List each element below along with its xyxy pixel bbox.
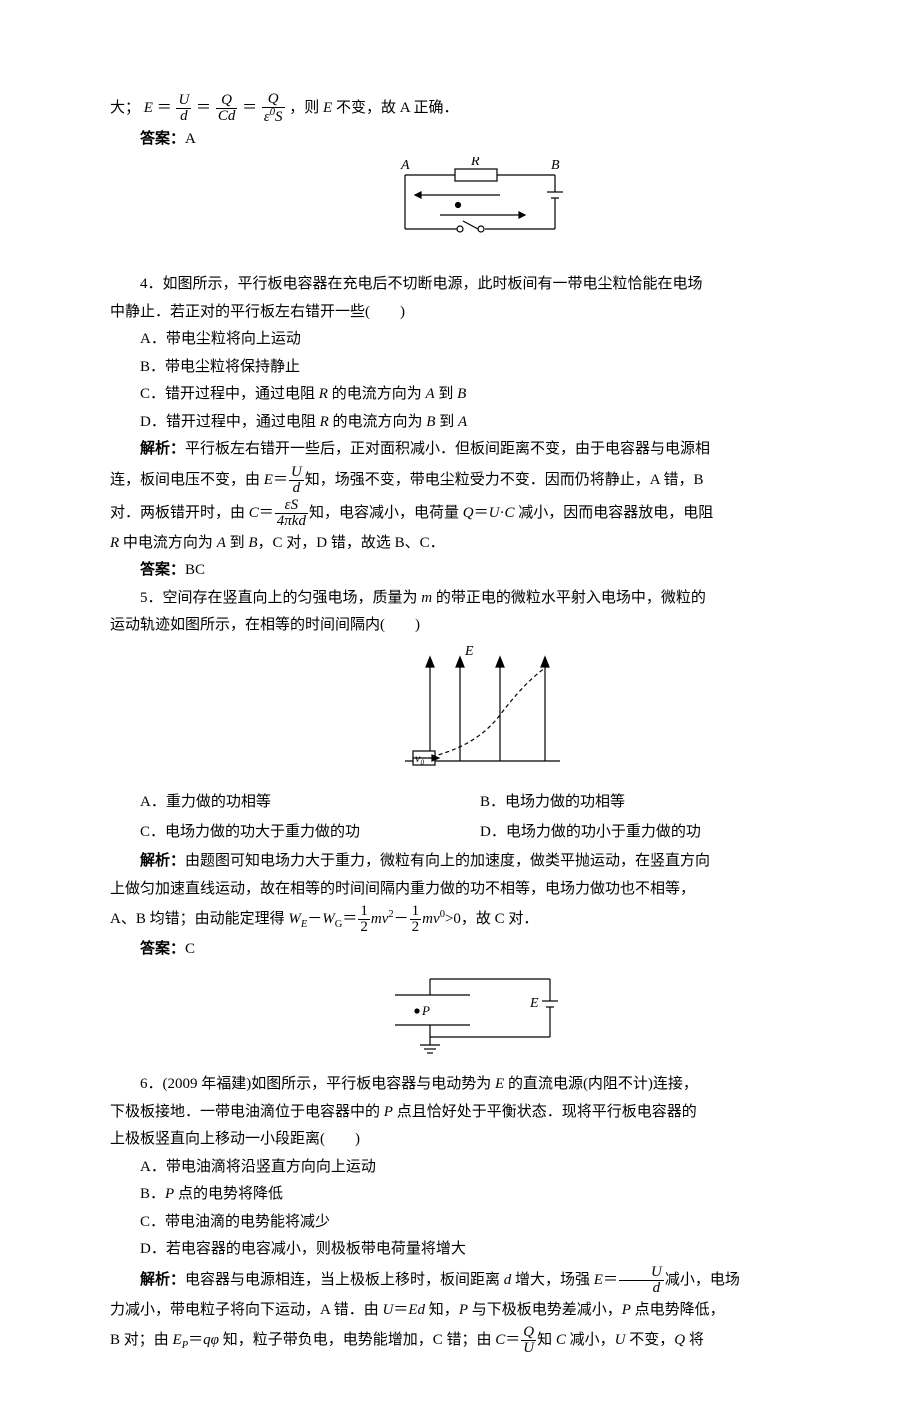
q5-num: 5． [140, 590, 163, 606]
q4-answer: 答案：BC [110, 558, 850, 584]
q5-row1: A．重力做的功相等 B．电场力做的功相等 [110, 788, 850, 818]
q5-sol1: 解析：由题图可知电场力大于重力，微粒有向上的加速度，做类平抛运动，在竖直方向 [110, 849, 850, 875]
q6-sol1: 解析：电容器与电源相连，当上极板上移时，板间距离 d 增大，场强 E＝Ud减小，… [110, 1265, 850, 1296]
q6-optD: D．若电容器的电容减小，则极板带电荷量将增大 [110, 1237, 850, 1263]
q5-optD: D．电场力做的功小于重力做的功 [480, 820, 850, 846]
q5-field-svg: E v₀ [385, 643, 575, 773]
frac-U-d: U d [175, 93, 192, 124]
q6-optA: A．带电油滴将沿竖直方向向上运动 [110, 1155, 850, 1181]
figure-q6: P E [110, 967, 850, 1067]
sol-label: 解析： [140, 441, 185, 457]
frac-Q-Cd: Q Cd [215, 93, 239, 124]
q4-optD: D．错开过程中，通过电阻 R 的电流方向为 B 到 A [110, 410, 850, 436]
eq2: ＝ [196, 100, 211, 116]
frac-half-2: 12 [409, 904, 423, 935]
frac-U-d-3: Ud [618, 1265, 665, 1296]
q4-optA: A．带电尘粒将向上运动 [110, 327, 850, 353]
q5-stem2: 运动轨迹如图所示，在相等的时间间隔内( ) [110, 613, 850, 639]
q5-optB: B．电场力做的功相等 [480, 790, 850, 816]
q5-optC: C．电场力做的功大于重力做的功 [110, 820, 480, 846]
frac-Q-U: QU [520, 1325, 537, 1356]
svg-text:E: E [464, 644, 474, 659]
answer-label: 答案： [140, 131, 185, 147]
svg-text:R: R [470, 157, 480, 169]
svg-text:A: A [400, 158, 410, 173]
svg-text:P: P [421, 1003, 430, 1018]
q4-sol2: 连，板间电压不变，由 E＝Ud知，场强不变，带电尘粒受力不变．因而仍将静止，A … [110, 465, 850, 496]
q4-num: 4． [140, 276, 163, 292]
eq3: ＝ [242, 100, 257, 116]
answer-val: A [185, 131, 196, 147]
figure-q5: E v₀ [110, 643, 850, 783]
q5-answer: 答案：C [110, 937, 850, 963]
q4-sol3: 对．两板错开时，由 C＝εS4πkd知，电容减小，电荷量 Q＝U·C 减小，因而… [110, 498, 850, 529]
top-suffix: ，则 E 不变，故 A 正确． [289, 100, 458, 116]
frac-half-1: 12 [357, 904, 371, 935]
svg-text:E: E [529, 996, 539, 1011]
q5-sol3: A、B 均错；由动能定理得 WE－WG＝12mv2－12mv0>0，故 C 对． [110, 904, 850, 935]
q6-stem1: 6．(2009 年福建)如图所示，平行板电容器与电动势为 E 的直流电源(内阻不… [110, 1072, 850, 1098]
frac-eS-4pikd: εS4πkd [274, 498, 309, 529]
q6-num: 6． [140, 1076, 163, 1092]
eq1: ＝ [157, 100, 172, 116]
figure-q4: A B R [110, 157, 850, 267]
svg-text:B: B [551, 158, 560, 173]
q6-stem3: 上极板竖直向上移动一小段距离( ) [110, 1127, 850, 1153]
q6-sol2: 力减小，带电粒子将向下运动，A 错．由 U＝Ed 知，P 与下极板电势差减小，P… [110, 1298, 850, 1324]
q4-circuit-svg: A B R [385, 157, 575, 257]
var-E: E [144, 100, 153, 116]
frac-Q-eS: Q ε0S [261, 92, 286, 125]
top-answer: 答案：A [110, 127, 850, 153]
frac-U-d-2: Ud [288, 465, 305, 496]
top-line: 大； E ＝ U d ＝ Q Cd ＝ Q ε0S ，则 E 不变，故 A 正确… [110, 92, 850, 125]
top-prefix: 大； [110, 100, 140, 116]
q6-sol3: B 对；由 EP＝qφ 知，粒子带负电，电势能增加，C 错；由 C＝QU知 C … [110, 1325, 850, 1356]
q5-optA: A．重力做的功相等 [110, 790, 480, 816]
q6-optC: C．带电油滴的电势能将减少 [110, 1210, 850, 1236]
q4-sol1: 解析：平行板左右错开一些后，正对面积减小．但板间距离不变，由于电容器与电源相 [110, 437, 850, 463]
q5-sol2: 上做匀加速直线运动，故在相等的时间间隔内重力做的功不相等，电场力做功也不相等， [110, 877, 850, 903]
svg-text:v₀: v₀ [415, 751, 425, 765]
q4-optB: B．带电尘粒将保持静止 [110, 355, 850, 381]
q6-stem2: 下极板接地．一带电油滴位于电容器中的 P 点且恰好处于平衡状态．现将平行板电容器… [110, 1100, 850, 1126]
q6-circuit-svg: P E [375, 967, 585, 1057]
q6-optB: B．P 点的电势将降低 [110, 1182, 850, 1208]
q5-stem1: 5．空间存在竖直向上的匀强电场，质量为 m 的带正电的微粒水平射入电场中，微粒的 [110, 586, 850, 612]
q4-sol4: R 中电流方向为 A 到 B，C 对，D 错，故选 B、C． [110, 531, 850, 557]
q4-stem1: 4．如图所示，平行板电容器在充电后不切断电源，此时板间有一带电尘粒恰能在电场 [110, 272, 850, 298]
q4-stem2: 中静止．若正对的平行板左右错开一些( ) [110, 300, 850, 326]
q5-row2: C．电场力做的功大于重力做的功 D．电场力做的功小于重力做的功 [110, 818, 850, 848]
q4-optC: C．错开过程中，通过电阻 R 的电流方向为 A 到 B [110, 382, 850, 408]
